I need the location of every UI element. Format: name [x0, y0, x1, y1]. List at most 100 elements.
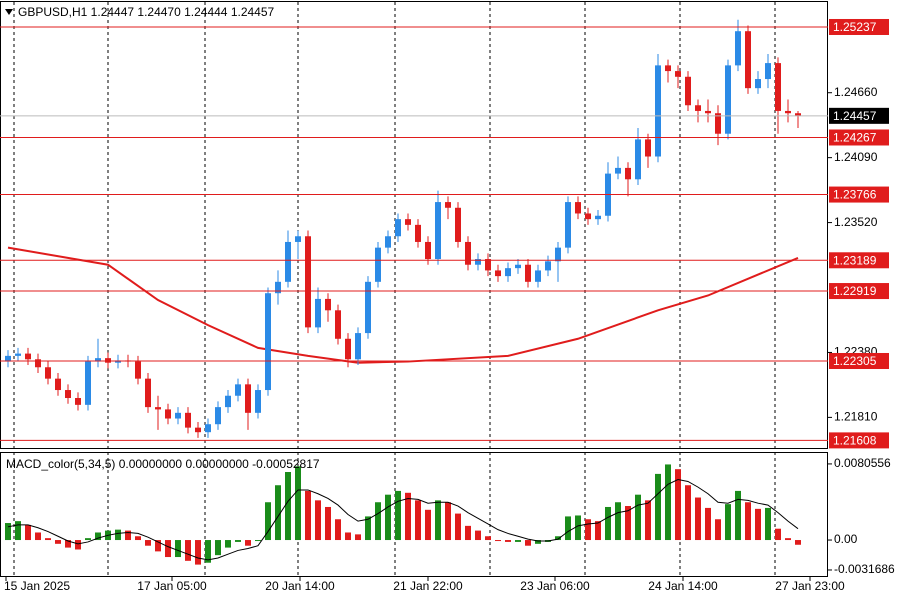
candle-body: [45, 367, 51, 379]
macd-bar: [385, 494, 391, 541]
candle-body: [375, 247, 381, 282]
y-tick-label: 0.00: [834, 532, 858, 546]
candle-body: [685, 76, 691, 106]
macd-bar: [725, 504, 731, 541]
macd-bar: [265, 502, 271, 541]
macd-bar: [475, 530, 481, 541]
candle-body: [365, 281, 371, 334]
macd-bar: [615, 502, 621, 541]
x-tick-label: 20 Jan 14:00: [265, 579, 335, 593]
candle-body: [565, 202, 571, 248]
macd-bar: [245, 540, 251, 546]
macd-bar: [775, 528, 781, 541]
macd-bar: [15, 521, 21, 541]
macd-bar: [125, 530, 131, 541]
candle-body: [385, 236, 391, 248]
macd-bar: [565, 516, 571, 541]
candle-body: [795, 113, 801, 116]
macd-bar: [395, 490, 401, 541]
menu-arrow[interactable]: [5, 9, 13, 15]
candle-body: [765, 63, 771, 80]
candle-body: [245, 384, 251, 413]
candle-body: [435, 202, 441, 260]
candle-body: [65, 390, 71, 399]
candle-body: [305, 236, 311, 328]
candle-body: [755, 79, 761, 89]
macd-bar: [165, 540, 171, 558]
candle-body: [285, 241, 291, 282]
macd-bar: [485, 536, 491, 541]
level-label-bg: [829, 283, 889, 300]
candle-body: [475, 259, 481, 265]
macd-bar: [465, 525, 471, 541]
macd-bar: [275, 485, 281, 541]
macd-bar: [295, 466, 301, 541]
candle-body: [535, 270, 541, 282]
candle-body: [335, 310, 341, 339]
candle-body: [405, 219, 411, 225]
candle-body: [515, 264, 521, 269]
macd-bar: [235, 540, 241, 542]
macd-bar: [365, 516, 371, 541]
macd-bar: [795, 540, 801, 545]
y-tick-label: 1.24660: [834, 85, 878, 99]
level-label: 1.21608: [833, 434, 877, 448]
macd-bar: [445, 502, 451, 541]
level-label-bg: [829, 352, 889, 369]
candle-body: [185, 412, 191, 428]
macd-bar: [415, 500, 421, 541]
candle-body: [505, 268, 511, 277]
candle-body: [345, 338, 351, 360]
candle-body: [665, 65, 671, 72]
level-label: 1.24267: [833, 131, 877, 145]
level-label: 1.25237: [833, 20, 877, 34]
macd-bar: [375, 502, 381, 541]
macd-bar: [325, 506, 331, 541]
x-tick-label: 21 Jan 22:00: [393, 579, 463, 593]
candle-body: [615, 167, 621, 174]
macd-bar: [765, 507, 771, 541]
level-label-bg: [829, 129, 889, 146]
macd-bar: [335, 519, 341, 541]
candle-body: [525, 264, 531, 282]
macd-bar: [675, 469, 681, 541]
candle-body: [265, 293, 271, 391]
macd-bar: [45, 538, 51, 541]
main-panel-frame: [0, 1, 828, 449]
y-tick-label: 1.23520: [834, 215, 878, 229]
macd-bar: [745, 502, 751, 541]
candle-body: [55, 378, 61, 391]
candle-body: [675, 71, 681, 77]
level-label-bg: [829, 252, 889, 269]
candle-body: [395, 219, 401, 237]
current-price-label: 1.24457: [833, 109, 877, 123]
macd-bar: [785, 538, 791, 541]
candle-body: [325, 298, 331, 311]
macd-bar: [355, 534, 361, 541]
macd-bar: [425, 509, 431, 541]
macd-bar: [525, 540, 531, 546]
candle-body: [655, 65, 661, 157]
macd-bar: [665, 464, 671, 541]
macd-bar: [285, 472, 291, 541]
macd-bar: [205, 540, 211, 563]
macd-bar: [625, 506, 631, 541]
macd-bar: [555, 536, 561, 541]
macd-bar: [155, 540, 161, 552]
y-tick-label: -0.0031686: [834, 562, 895, 576]
macd-bar: [35, 532, 41, 541]
candle-body: [455, 207, 461, 242]
candle-body: [175, 412, 181, 419]
macd-bar: [575, 515, 581, 541]
macd-bar: [75, 540, 81, 550]
macd-bar: [435, 500, 441, 541]
macd-bar: [685, 485, 691, 541]
candle-body: [25, 353, 31, 360]
candle-body: [625, 167, 631, 180]
level-label: 1.22919: [833, 284, 877, 298]
candle-body: [725, 65, 731, 134]
candle-body: [735, 31, 741, 66]
level-label-bg: [829, 186, 889, 203]
macd-bar: [595, 521, 601, 541]
